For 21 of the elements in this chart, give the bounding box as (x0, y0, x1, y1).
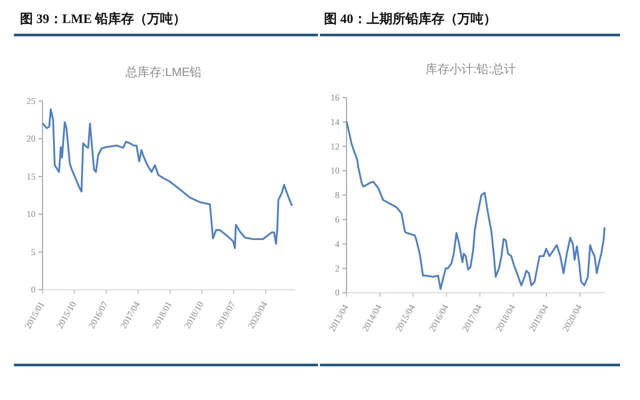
y-tick-label: 14 (330, 116, 340, 127)
chart-title: 图 40：上期所铅库存（万吨） (324, 11, 496, 26)
y-tick-label: 20 (26, 134, 36, 144)
line-series (346, 121, 606, 290)
y-tick-label: 0 (31, 284, 36, 295)
y-tick-label: 12 (330, 141, 340, 152)
y-tick-label: 6 (335, 214, 340, 224)
y-tick-label: 25 (26, 96, 36, 106)
y-tick-label: 10 (26, 209, 36, 220)
y-tick-label: 4 (335, 238, 340, 249)
y-tick-label: 15 (26, 171, 36, 182)
chart-title: 图 39：LME 铅库存（万吨） (20, 11, 186, 26)
chart-subtitle: 库存小计:铅:总计 (425, 62, 516, 76)
y-tick-label: 8 (335, 190, 340, 200)
chart-subtitle: 总库存:LME铅 (124, 65, 202, 79)
y-tick-label: 5 (31, 246, 36, 257)
y-tick-label: 2 (335, 263, 340, 274)
y-tick-label: 0 (335, 288, 340, 298)
y-tick-label: 16 (330, 92, 340, 102)
y-tick-label: 10 (330, 166, 340, 176)
line-series (42, 108, 293, 250)
